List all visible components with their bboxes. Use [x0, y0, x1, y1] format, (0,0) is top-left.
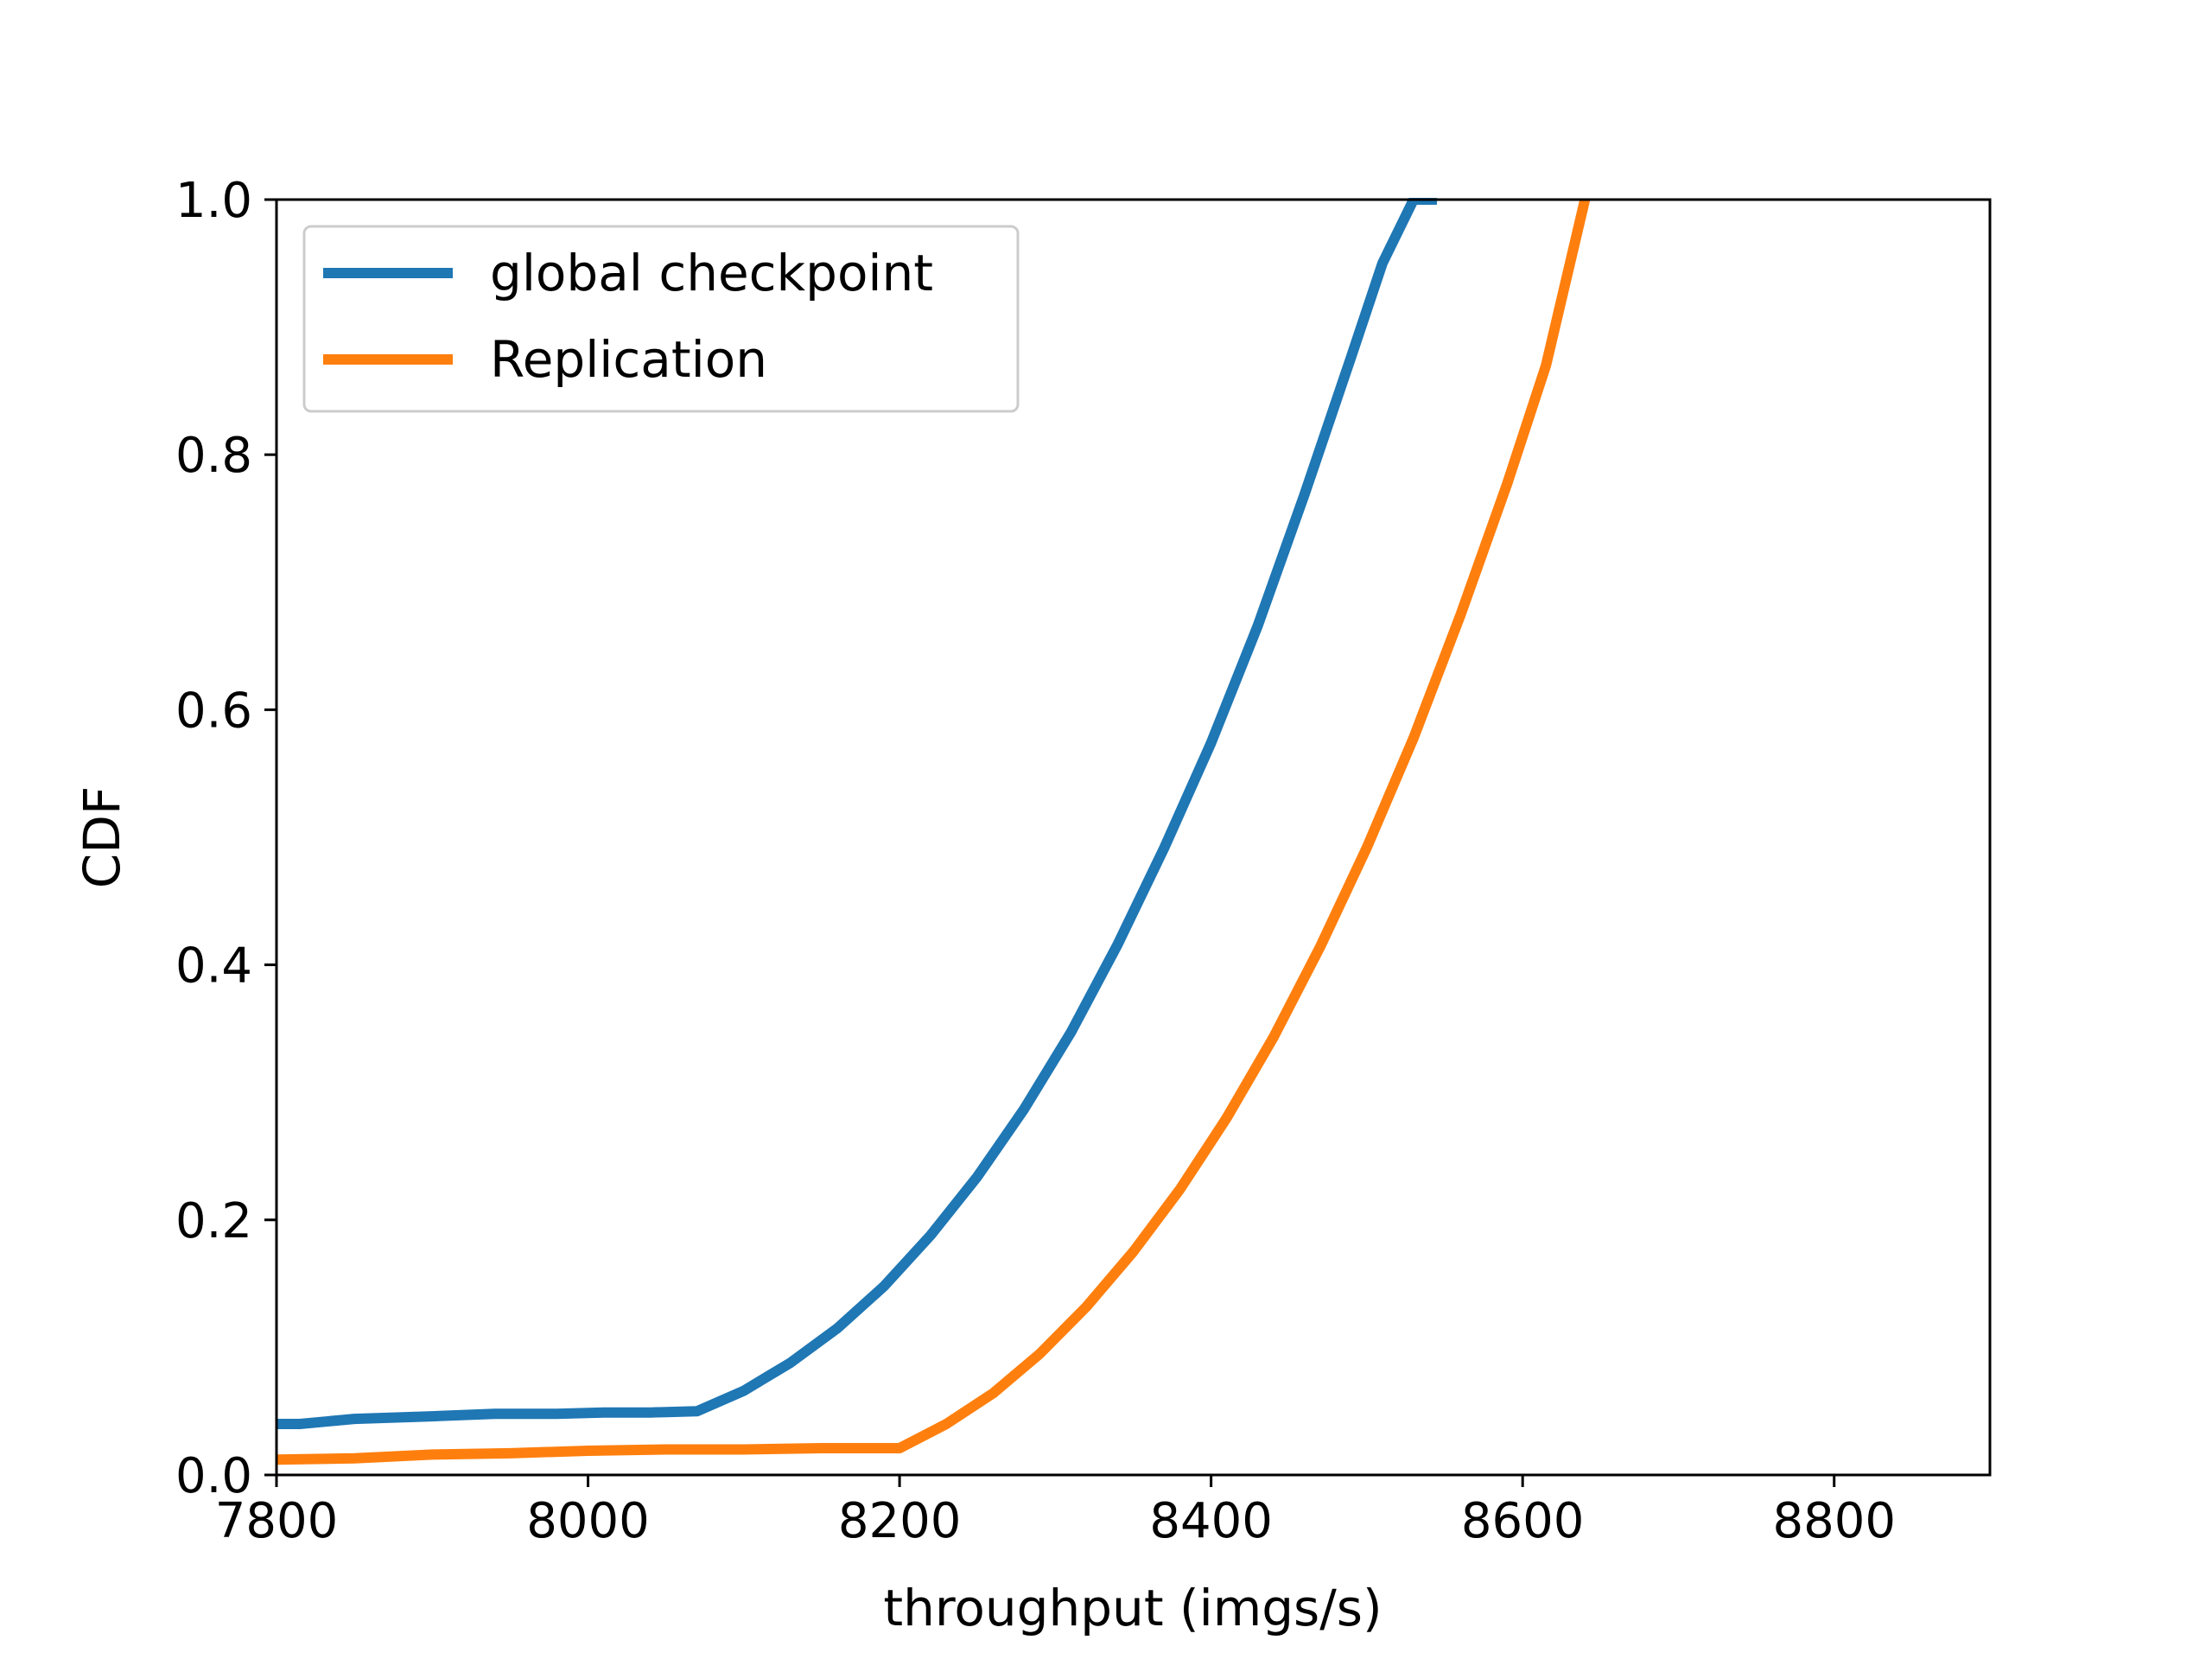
x-axis-label: throughput (imgs/s) — [883, 1579, 1382, 1637]
x-tick-label: 8600 — [1461, 1493, 1585, 1549]
plot-lines — [276, 198, 1591, 1465]
series-line-replication — [276, 198, 1591, 1465]
x-axis-ticks: 7800 8000 8200 8400 8600 8800 — [215, 1475, 1896, 1549]
legend-label-replication: Replication — [490, 330, 767, 389]
plot-frame — [275, 198, 1992, 1477]
x-tick-label: 8400 — [1149, 1493, 1273, 1549]
y-tick-label: 0.4 — [175, 938, 252, 995]
series-line-global-checkpoint — [276, 198, 1437, 1429]
x-tick-label: 8200 — [838, 1493, 962, 1549]
legend-box — [302, 225, 1020, 413]
y-tick-label: 0.2 — [175, 1193, 252, 1249]
y-axis-label: CDF — [73, 786, 131, 889]
y-axis-ticks: 0.0 0.2 0.4 0.6 0.8 1.0 — [175, 173, 276, 1504]
legend: global checkpoint Replication — [302, 225, 1020, 413]
x-tick-label: 8800 — [1772, 1493, 1896, 1549]
legend-label-global-checkpoint: global checkpoint — [490, 244, 933, 302]
y-tick-label: 1.0 — [175, 173, 252, 229]
x-tick-label: 7800 — [215, 1493, 339, 1549]
y-tick-label: 0.0 — [175, 1448, 252, 1504]
y-tick-label: 0.8 — [175, 428, 252, 484]
x-tick-label: 8000 — [526, 1493, 650, 1549]
y-tick-label: 0.6 — [175, 683, 252, 739]
